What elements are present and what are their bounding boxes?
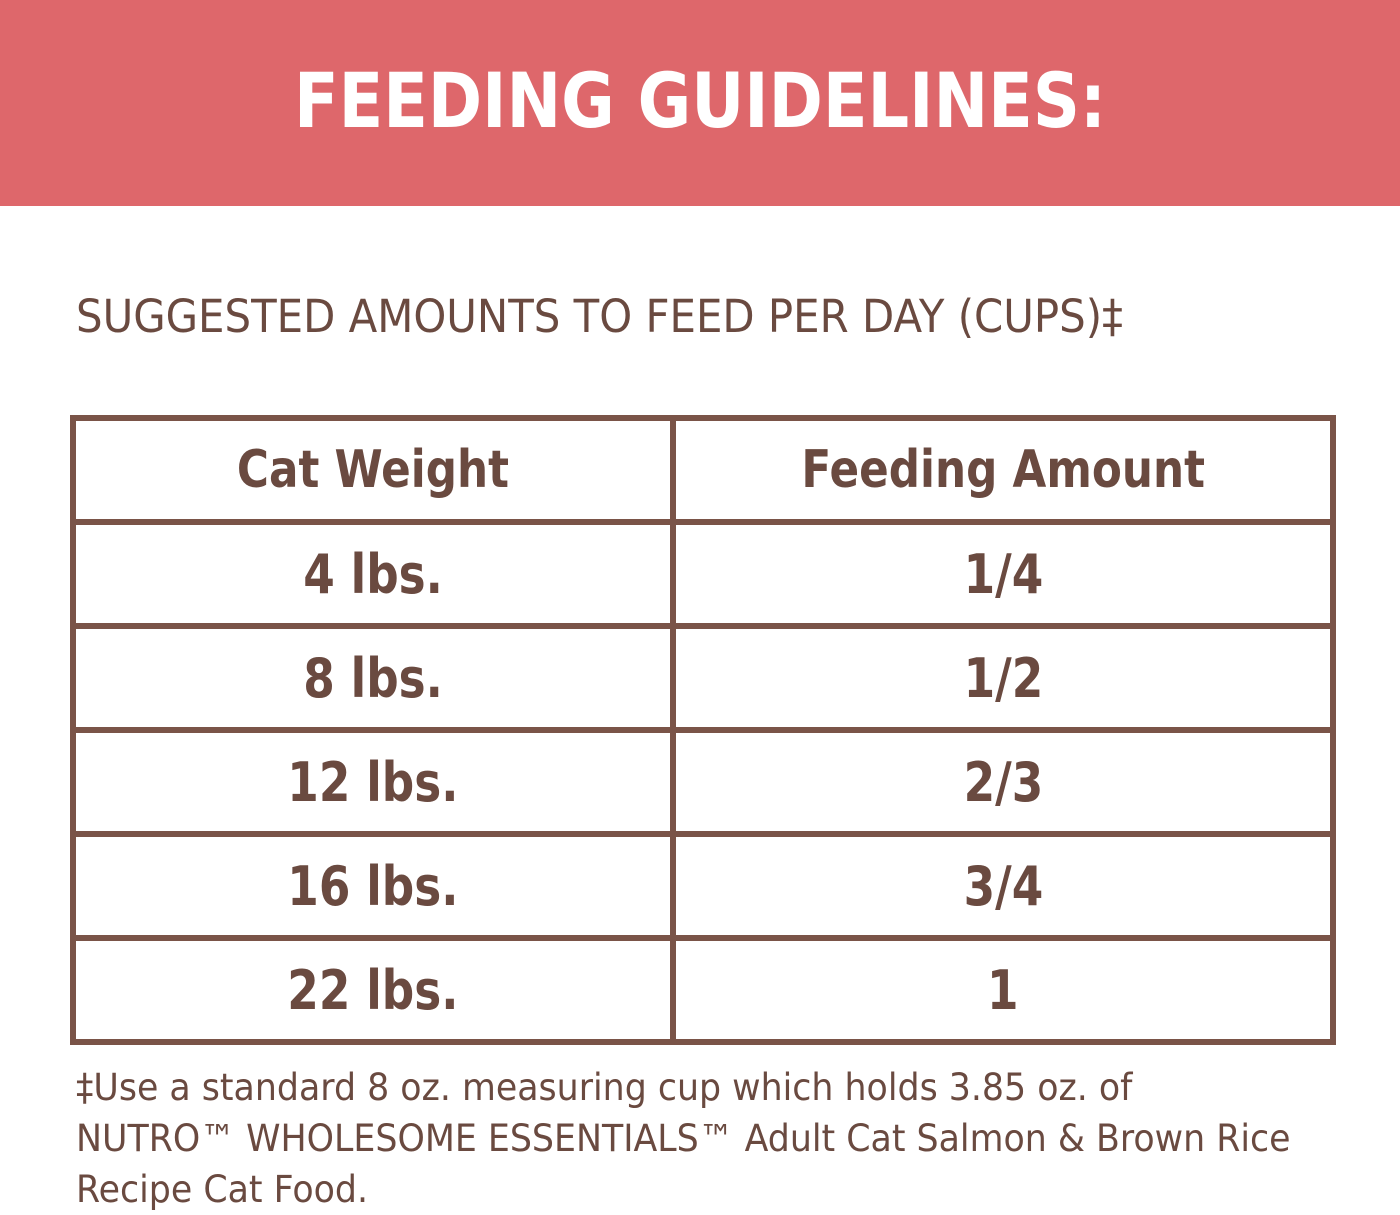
cell-text: 8 lbs. — [303, 646, 443, 710]
column-header-cat-weight: Cat Weight — [70, 415, 676, 525]
cell-text: 1/2 — [963, 646, 1043, 710]
table-row: 8 lbs. 1/2 — [70, 623, 1336, 733]
cat-weight-cell: 22 lbs. — [70, 935, 676, 1045]
column-header-label: Feeding Amount — [801, 440, 1205, 500]
feeding-amount-cell: 1/2 — [670, 623, 1336, 733]
feeding-amount-cell: 2/3 — [670, 727, 1336, 837]
cell-text: 12 lbs. — [287, 750, 459, 814]
footnote-line: Recipe Cat Food. — [76, 1168, 369, 1211]
table-row: 12 lbs. 2/3 — [70, 727, 1336, 837]
cat-weight-cell: 4 lbs. — [70, 519, 676, 629]
cell-text: 4 lbs. — [303, 542, 443, 606]
feeding-amount-cell: 1 — [670, 935, 1336, 1045]
feeding-table: Cat Weight Feeding Amount 4 lbs. 1/4 8 l… — [70, 415, 1336, 1045]
table-row: 16 lbs. 3/4 — [70, 831, 1336, 941]
cell-text: 16 lbs. — [287, 854, 459, 918]
cat-weight-cell: 16 lbs. — [70, 831, 676, 941]
column-header-label: Cat Weight — [236, 440, 510, 500]
column-header-feeding-amount: Feeding Amount — [670, 415, 1336, 525]
table-row: 22 lbs. 1 — [70, 935, 1336, 1045]
cat-weight-cell: 8 lbs. — [70, 623, 676, 733]
footnote-line: NUTRO™ WHOLESOME ESSENTIALS™ Adult Cat S… — [76, 1117, 1291, 1160]
footnote-line: ‡Use a standard 8 oz. measuring cup whic… — [76, 1066, 1133, 1109]
header-banner: FEEDING GUIDELINES: — [0, 0, 1400, 206]
cell-text: 1 — [987, 958, 1019, 1022]
cell-text: 3/4 — [963, 854, 1043, 918]
cat-weight-cell: 12 lbs. — [70, 727, 676, 837]
table-row: 4 lbs. 1/4 — [70, 519, 1336, 629]
page-title: FEEDING GUIDELINES: — [293, 56, 1107, 145]
table-caption: SUGGESTED AMOUNTS TO FEED PER DAY (CUPS)… — [76, 290, 1123, 343]
cell-text: 2/3 — [963, 750, 1043, 814]
footnote: ‡Use a standard 8 oz. measuring cup whic… — [76, 1062, 1291, 1215]
cell-text: 1/4 — [963, 542, 1043, 606]
table-header-row: Cat Weight Feeding Amount — [70, 415, 1336, 525]
cell-text: 22 lbs. — [287, 958, 459, 1022]
feeding-amount-cell: 3/4 — [670, 831, 1336, 941]
feeding-amount-cell: 1/4 — [670, 519, 1336, 629]
